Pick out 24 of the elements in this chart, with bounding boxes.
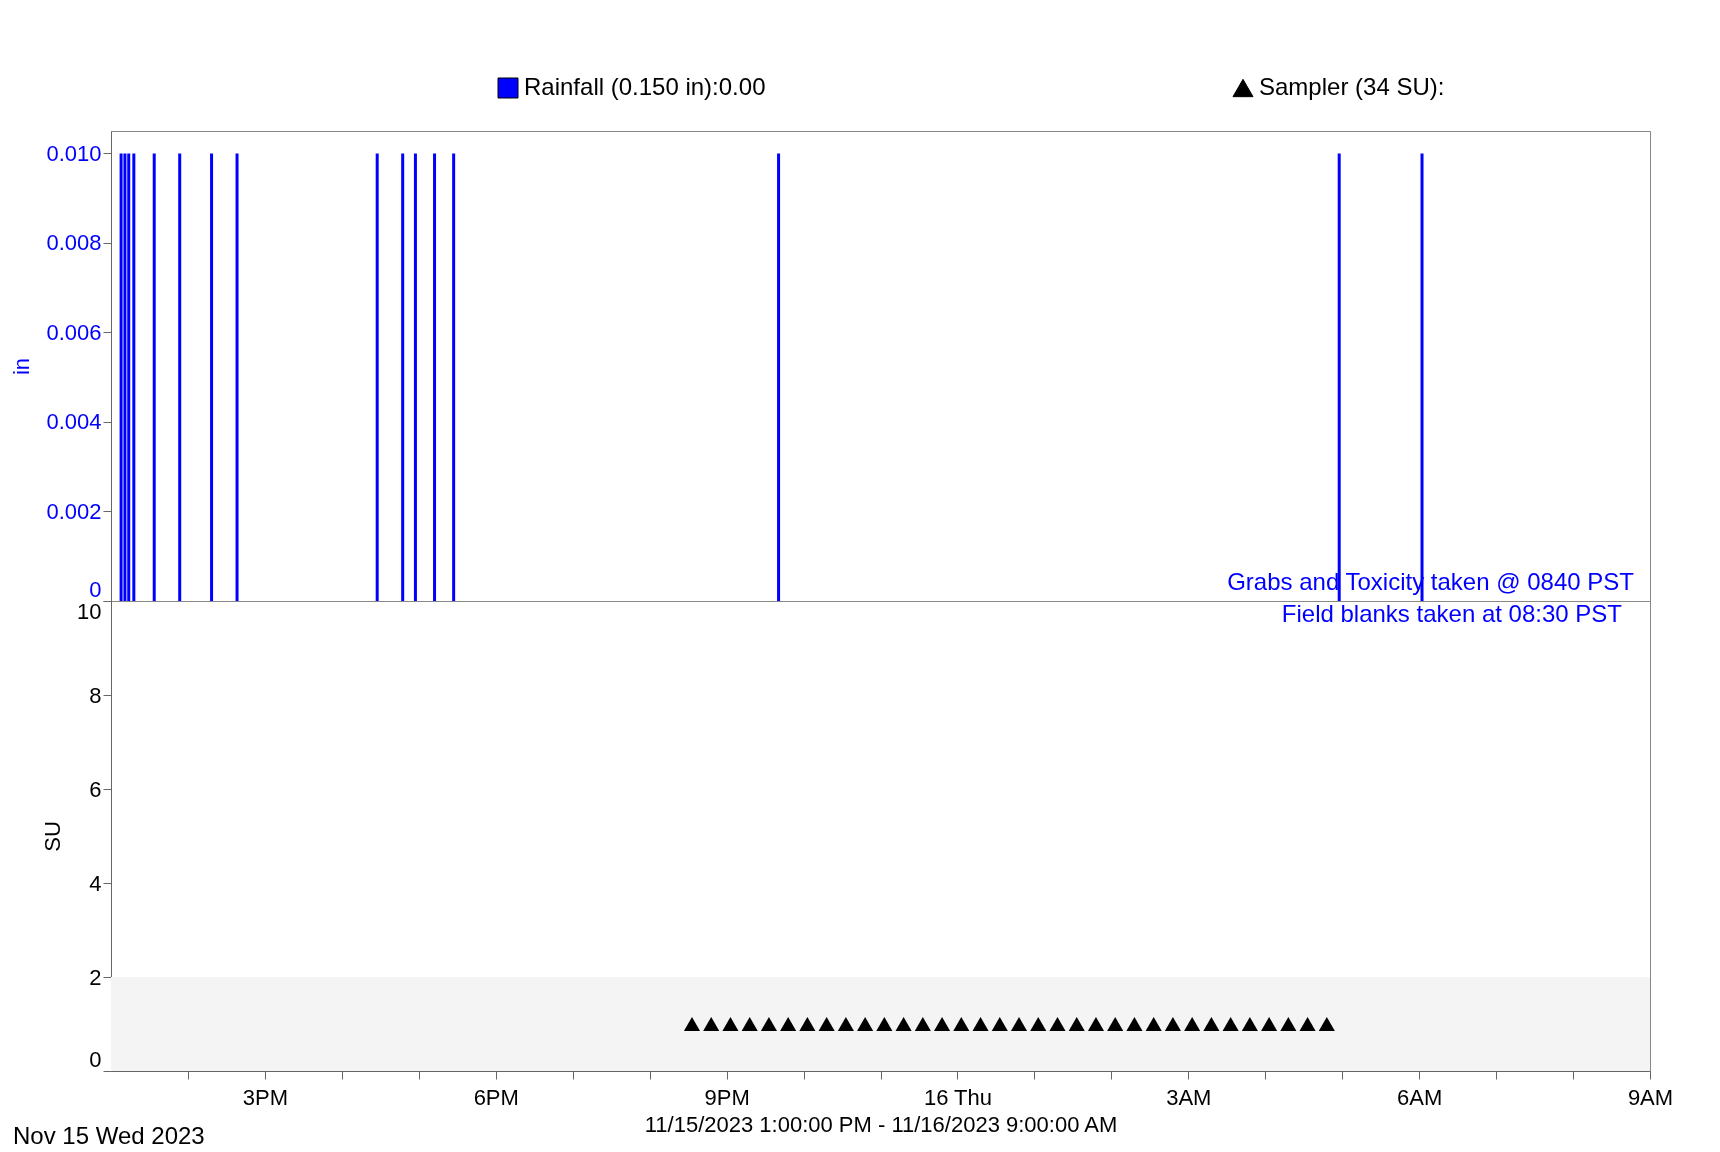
y-axis-title: in [9,357,35,376]
x-tick-label: 3PM [242,1084,289,1110]
x-tick-label: 6AM [1397,1084,1443,1110]
y-tick-label: 2 [89,964,102,990]
y-tick-label: 0.008 [46,230,102,256]
x-tick-label: 9AM [1627,1084,1674,1110]
x-tick-label: 6PM [473,1084,519,1110]
y-tick-label: 6 [89,776,102,802]
y-tick-label: 8 [89,682,102,708]
legend-label: Rainfall (0.150 in):0.00 [524,73,766,100]
y-tick-label: 0 [89,1046,102,1072]
x-tick-label: 9PM [704,1084,750,1110]
y-tick-label: 4 [89,870,102,896]
y-axis-title: SU [40,821,66,852]
annotation: Field blanks taken at 08:30 PST [1281,600,1623,627]
legend-label: Sampler (34 SU): [1259,73,1445,100]
text: Nov 15 Wed 2023 [13,1122,205,1149]
y-tick-label: 0.004 [46,409,102,435]
x-tick-label: 3AM [1166,1084,1212,1110]
x-tick-label: 16 Thu [923,1084,992,1110]
y-tick-label: 0.002 [46,498,102,524]
x-axis-title: 11/15/2023 1:00:00 PM - 11/16/2023 9:00:00 AM [644,1111,1118,1137]
y-tick-label: 0.010 [46,140,102,166]
y-tick-label: 0.006 [46,319,102,345]
